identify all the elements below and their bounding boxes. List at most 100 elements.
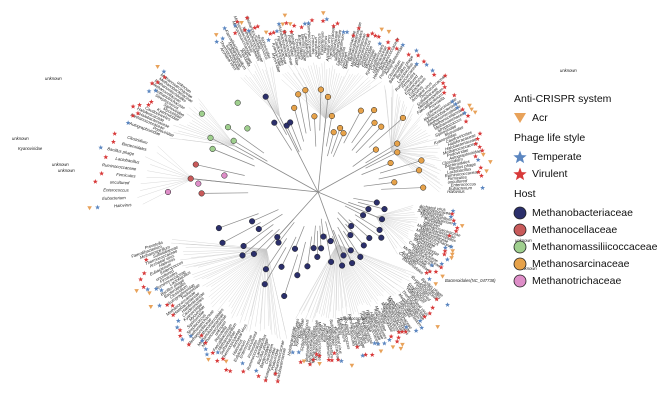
virulent-star-icon: [141, 284, 147, 290]
host-node: [192, 161, 199, 168]
leaf-branch: [156, 152, 193, 179]
legend-item-acr: Acr: [512, 109, 664, 126]
leaf-branch: [137, 178, 193, 198]
virulent-star-icon: [442, 73, 448, 78]
virulent-star-icon: [110, 139, 116, 144]
host-node: [420, 184, 427, 191]
tip-label: Podoviridae: [286, 34, 295, 57]
leaf-branch: [337, 244, 397, 295]
temperate-star-icon: [188, 333, 194, 339]
leaf-branch: [325, 73, 359, 120]
leaf-branch: [391, 101, 404, 152]
branch: [210, 137, 254, 160]
branch: [317, 191, 348, 205]
branch: [337, 212, 352, 227]
leaf-branch: [265, 69, 281, 118]
virulent-star-icon: [240, 368, 246, 374]
host-node: [418, 157, 425, 164]
virulent-star-icon: [223, 367, 229, 372]
leaf-branch: [262, 68, 281, 118]
tip-label: Clostridium: [294, 38, 302, 60]
leaf-branch: [179, 124, 236, 147]
tip-label: Methanocellaceae: [307, 330, 314, 365]
virulent-star-icon: [289, 29, 294, 34]
leaf-branch: [391, 151, 440, 193]
tip-label: Siphoviridae: [299, 327, 306, 351]
virulent-star-icon: [449, 211, 455, 217]
leaf-branch: [325, 73, 340, 119]
temperate-star-icon: [475, 157, 481, 163]
virulent-star-icon: [369, 30, 375, 36]
virulent-star-icon: [143, 257, 149, 262]
leaf-branch: [391, 151, 442, 171]
tip-label: Autographiviridae: [290, 32, 301, 67]
host-node: [349, 260, 356, 267]
virulent-star-icon: [275, 378, 281, 384]
virulent-star-icon: [394, 37, 400, 43]
leaf-branch: [228, 249, 267, 303]
legend-item-host: Methanobacteriaceae: [512, 204, 664, 221]
temperate-star-icon: [179, 336, 185, 342]
leaf-branch: [146, 177, 193, 180]
legend-lifestyle-heading: Phage life style: [514, 132, 586, 144]
virulent-star-icon: [155, 79, 161, 85]
host-node: [302, 87, 309, 94]
virulent-star-icon: [138, 276, 144, 282]
acr-triangle-icon: [472, 110, 478, 115]
branch: [351, 109, 375, 144]
legend-host-label: Methanobacteriaceae: [532, 206, 633, 219]
temperate-star-icon: [146, 88, 152, 94]
acr-triangle-icon: [134, 289, 139, 294]
temperate-star-icon: [175, 318, 181, 323]
tip-label: Bacillus phage: [300, 34, 308, 62]
virulent-star-icon: [291, 23, 297, 28]
branch: [332, 229, 344, 256]
host-node: [164, 188, 172, 196]
leaf-branch: [335, 244, 338, 320]
tip-label: Ruminococcaceae: [102, 162, 137, 171]
tip-label: Lactobacillus: [115, 156, 141, 165]
virulent-star-icon: [451, 92, 457, 98]
temperate-star-icon: [253, 368, 259, 373]
virulent-star-icon: [112, 131, 118, 136]
leaf-branch: [180, 249, 267, 261]
leaf-branch: [336, 244, 343, 317]
host-node: [366, 234, 373, 242]
virulent-star-icon: [199, 332, 205, 338]
branch: [343, 110, 362, 144]
virulent-star-icon: [406, 52, 412, 57]
virulent-star-icon: [372, 33, 378, 38]
virulent-star-icon: [299, 24, 305, 30]
temperate-star-icon: [157, 303, 163, 308]
leaf-branch: [230, 249, 267, 314]
host-node: [348, 222, 355, 230]
host-nodes: [164, 86, 427, 300]
tip-label: Methanomicrobiales: [310, 325, 316, 364]
host-node: [314, 253, 321, 260]
host-node: [340, 252, 347, 259]
tip-labels: unknownMethanosarcinaceaeMethanobacteria…: [102, 15, 482, 381]
acr-triangle-icon: [400, 342, 405, 347]
temperate-star-icon: [426, 276, 432, 282]
tip-label: Methanobacteriaceae: [314, 320, 319, 361]
acr-triangle-icon: [435, 325, 440, 330]
leaf-branch: [375, 209, 412, 217]
branch: [278, 222, 295, 243]
host-node: [250, 250, 257, 257]
virulent-star-icon: [283, 20, 289, 26]
leaf-branch: [199, 103, 236, 147]
acr-triangle-icon: [317, 362, 322, 367]
virulent-star-icon: [396, 335, 402, 340]
virulent-star-icon: [434, 296, 440, 302]
tip-label: Sulfolobaceae: [417, 208, 445, 218]
temperate-star-icon: [419, 325, 425, 330]
virulent-star-icon: [422, 314, 428, 319]
temperate-star-icon: [377, 41, 383, 46]
leaf-branch: [266, 249, 276, 335]
leaf-branch: [325, 75, 356, 120]
branch: [361, 162, 391, 175]
temperate-star-icon: [430, 67, 436, 73]
leaf-branch: [325, 73, 354, 119]
temperate-star-icon: [214, 39, 220, 44]
leaf-branch: [255, 249, 267, 327]
